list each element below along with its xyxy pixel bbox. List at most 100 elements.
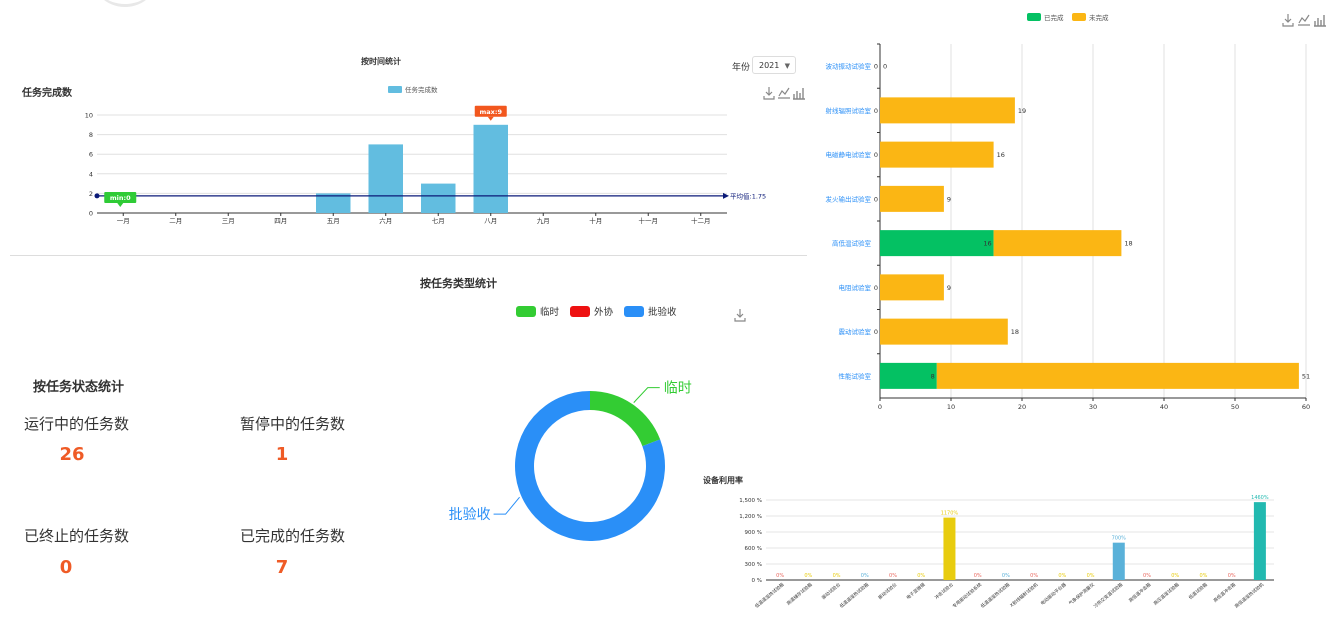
bar-chart-icon[interactable] <box>792 86 806 100</box>
bar-value-label: 0% <box>917 573 925 579</box>
bar-value-label: 0% <box>804 573 812 579</box>
year-select-value: 2021 <box>759 61 780 70</box>
max-marker <box>474 105 507 117</box>
legend-label: 外协 <box>594 306 614 318</box>
bar-undone-label: 0 <box>883 63 887 71</box>
y-tick-label: 6 <box>89 151 93 159</box>
bar-value-label: 0% <box>1002 573 1010 579</box>
download-icon[interactable] <box>762 86 776 100</box>
bar-chart-icon[interactable] <box>1313 13 1327 27</box>
x-tick-label: 专用振动试验系统 <box>951 581 983 610</box>
bar-undone-label: 18 <box>1011 328 1019 336</box>
type-stats-title: 按任务类型统计 <box>420 277 497 290</box>
bar-undone-label: 16 <box>997 151 1005 159</box>
legend-label: 已完成 <box>1044 13 1064 22</box>
year-select[interactable]: 2021 ▼ <box>752 56 796 74</box>
legend-swatch <box>624 306 644 317</box>
legend-label: 批验收 <box>648 306 677 318</box>
line-chart-icon[interactable] <box>777 86 791 100</box>
task-count-panel-title: 任务完成数 <box>22 88 72 99</box>
y-tick-label: 4 <box>89 170 93 178</box>
running-count-label: 运行中的任务数 <box>24 415 130 433</box>
bar-value-label: 0% <box>1228 573 1236 579</box>
bar <box>943 517 956 580</box>
min-marker-label: min:0 <box>110 194 131 202</box>
completed-count-value: 7 <box>275 557 289 578</box>
legend-swatch <box>570 306 590 317</box>
task-completion-chart: 任务完成数 0 2 4 6 8 10 一月 二月 三月 四月 五月 六月 七月 八月 九月 十月 十一月 十二月 平均… <box>85 85 766 225</box>
x-tick-label: 冷热交变温试验箱 <box>1092 581 1124 610</box>
download-icon[interactable] <box>733 308 747 322</box>
bar-done-label: 0 <box>874 107 878 115</box>
bar-value-label: 0% <box>889 573 897 579</box>
bar-undone <box>993 230 1122 257</box>
x-tick-label: 电子显微镜 <box>905 581 927 601</box>
bar-value-label: 1170% <box>941 511 959 517</box>
chevron-down-icon: ▼ <box>784 62 790 70</box>
bar-value-label: 0% <box>1171 573 1179 579</box>
legend-label: 任务完成数 <box>405 85 438 94</box>
y-tick-label: 900 % <box>745 530 762 536</box>
x-tick-label: 低温温湿热试验箱 <box>838 581 870 610</box>
y-tick-label: 10 <box>85 112 93 120</box>
utilization-title: 设备利用率 <box>703 476 743 485</box>
bar-undone-label: 51 <box>1302 372 1310 380</box>
x-tick-label: 50 <box>1231 403 1239 411</box>
max-marker-label: max:9 <box>480 108 503 116</box>
bar-value-label: 700% <box>1112 536 1127 542</box>
x-tick-label: 七月 <box>432 216 445 225</box>
status-stats-title: 按任务状态统计 <box>33 380 125 395</box>
category-label: 波动振动试验室 <box>826 62 872 71</box>
x-tick-label: 十二月 <box>691 216 711 225</box>
x-tick-label: 60 <box>1302 403 1310 411</box>
x-tick-label: X射线辐射试验机 <box>1008 581 1039 609</box>
bar-value-label: 0% <box>1030 573 1038 579</box>
time-stats-title: 按时间统计 <box>361 57 401 66</box>
average-line-arrow <box>723 192 729 199</box>
x-tick-label: 四月 <box>274 217 287 225</box>
category-label: 射线辐照试验室 <box>826 106 872 115</box>
section-divider <box>10 255 807 256</box>
bar-undone <box>880 185 944 212</box>
y-tick-label: 1,500 % <box>739 498 762 504</box>
x-tick-label: 三月 <box>222 217 235 225</box>
donut-slice <box>590 391 661 447</box>
bar-value-label: 0% <box>1087 573 1095 579</box>
bar-undone <box>880 318 1008 345</box>
bar-undone-label: 9 <box>947 284 951 292</box>
download-icon[interactable] <box>1281 13 1295 27</box>
legend-swatch <box>1027 13 1041 21</box>
y-tick-label: 0 <box>89 210 93 218</box>
equipment-utilization-chart: 0 % 300 % 600 % 900 % 1,200 % 1,500 % 0% 低温温湿热试… <box>739 495 1274 610</box>
label-leader-line <box>493 496 520 515</box>
bar-value-label: 1460% <box>1251 495 1269 501</box>
bar-undone-label: 18 <box>1124 240 1132 248</box>
bar-value-label: 0% <box>833 573 841 579</box>
slice-label: 批验收 <box>449 507 491 523</box>
x-tick-label: 低温温湿热试验箱 <box>979 581 1011 610</box>
min-marker <box>104 192 137 203</box>
legend-label: 临时 <box>540 306 560 318</box>
x-tick-label: 10 <box>947 403 955 411</box>
bar <box>316 193 351 213</box>
bar-value-label: 0% <box>1143 573 1151 579</box>
bar <box>421 183 456 213</box>
x-tick-label: 一月 <box>117 217 130 225</box>
x-tick-label: 低温温湿热试验箱 <box>753 581 785 610</box>
line-chart-icon[interactable] <box>1297 13 1311 27</box>
bar-done-label: 0 <box>874 328 878 336</box>
min-marker-pointer <box>117 203 124 207</box>
x-tick-label: 气象保护测量仪 <box>1067 581 1096 607</box>
y-tick-label: 0 % <box>752 578 762 584</box>
bar-undone <box>936 362 1299 389</box>
label-leader-line <box>633 387 660 403</box>
category-label: 发火输出试验室 <box>826 194 872 203</box>
bar-undone-label: 9 <box>947 195 951 203</box>
y-tick-label: 8 <box>89 131 93 139</box>
x-tick-label: 高低温冲击箱 <box>1212 581 1238 604</box>
x-tick-label: 电动振动平台器 <box>1039 581 1068 607</box>
bar <box>368 144 403 213</box>
bar-value-label: 0% <box>1058 573 1066 579</box>
